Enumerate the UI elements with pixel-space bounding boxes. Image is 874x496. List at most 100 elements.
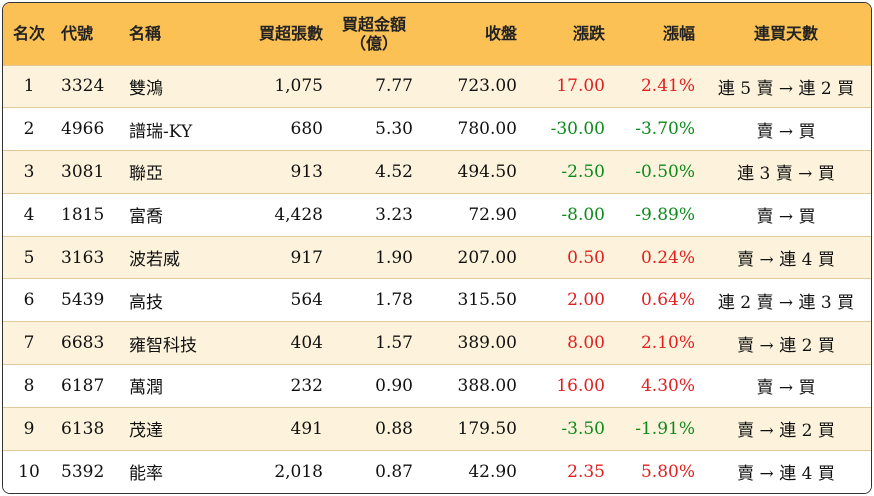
cell-rank: 1 bbox=[23, 76, 35, 97]
cell-days: 賣 → 買 bbox=[756, 207, 816, 228]
table-row: 4 1815 富喬 4,428 3.23 72.90 -8.00 -9.89% 賣 → 買 bbox=[3, 193, 871, 237]
cell-shares: 4,428 bbox=[274, 204, 323, 225]
cell-code: 6683 bbox=[61, 333, 105, 354]
table-row: 1 3324 雙鴻 1,075 7.77 723.00 17.00 2.41% 連 5 賣 → … bbox=[3, 65, 871, 108]
cell-name: 雍智科技 bbox=[129, 335, 197, 356]
cell-shares: 404 bbox=[290, 333, 323, 354]
header-change: 漲跌 bbox=[572, 24, 605, 44]
cell-pct: -1.91% bbox=[635, 418, 695, 439]
table-row: 6 5439 高技 564 1.78 315.50 2.00 0.64% 連 2 賣 → 連 3… bbox=[3, 278, 871, 322]
cell-name: 譜瑞-KY bbox=[129, 121, 193, 142]
cell-days: 賣 → 買 bbox=[756, 378, 816, 399]
cell-close: 389.00 bbox=[457, 333, 517, 354]
cell-code: 3163 bbox=[61, 247, 105, 268]
cell-amount: 1.90 bbox=[375, 247, 413, 268]
cell-name: 萬潤 bbox=[129, 378, 163, 399]
header-shares: 買超張數 bbox=[258, 24, 323, 44]
table-row: 5 3163 波若威 917 1.90 207.00 0.50 0.24% 賣 → 連 4 買 bbox=[3, 236, 871, 279]
cell-name: 波若威 bbox=[129, 250, 180, 271]
cell-pct: -3.70% bbox=[635, 119, 695, 140]
cell-shares: 232 bbox=[290, 375, 323, 396]
cell-rank: 6 bbox=[23, 290, 35, 311]
cell-pct: 4.30% bbox=[640, 375, 695, 396]
cell-change: 0.50 bbox=[567, 247, 605, 268]
cell-code: 3081 bbox=[61, 161, 105, 182]
cell-close: 388.00 bbox=[457, 375, 517, 396]
cell-close: 42.90 bbox=[468, 461, 517, 482]
header-pct: 漲幅 bbox=[662, 24, 695, 44]
cell-shares: 2,018 bbox=[274, 461, 323, 482]
cell-change: 2.35 bbox=[567, 461, 605, 482]
cell-close: 315.50 bbox=[457, 290, 517, 311]
cell-rank: 2 bbox=[23, 119, 35, 140]
cell-days: 連 5 賣 → 連 2 買 bbox=[717, 78, 855, 99]
cell-pct: 2.41% bbox=[640, 76, 695, 97]
table-row: 9 6138 茂達 491 0.88 179.50 -3.50 -1.91% 賣 → 連 2 買 bbox=[3, 407, 871, 451]
cell-pct: -0.50% bbox=[635, 161, 695, 182]
cell-change: 16.00 bbox=[556, 375, 605, 396]
cell-amount: 5.30 bbox=[375, 119, 413, 140]
cell-code: 4966 bbox=[61, 119, 105, 140]
cell-change: -2.50 bbox=[561, 161, 605, 182]
cell-change: 2.00 bbox=[567, 290, 605, 311]
cell-close: 179.50 bbox=[457, 418, 517, 439]
cell-code: 3324 bbox=[61, 76, 105, 97]
header-rank: 名次 bbox=[12, 24, 45, 44]
cell-days: 賣 → 連 2 買 bbox=[737, 421, 835, 442]
cell-change: -8.00 bbox=[561, 204, 605, 225]
cell-name: 富喬 bbox=[129, 207, 163, 228]
cell-pct: 5.80% bbox=[640, 461, 695, 482]
cell-rank: 3 bbox=[23, 161, 35, 182]
header-amount: 買超金額 （億） bbox=[329, 3, 419, 65]
cell-name: 能率 bbox=[129, 464, 163, 485]
cell-code: 6187 bbox=[61, 375, 105, 396]
cell-days: 連 3 賣 → 買 bbox=[737, 164, 835, 185]
cell-amount: 1.57 bbox=[375, 333, 413, 354]
cell-change: 17.00 bbox=[556, 76, 605, 97]
cell-shares: 917 bbox=[290, 247, 323, 268]
header-name: 名稱 bbox=[129, 24, 162, 44]
cell-amount: 0.88 bbox=[375, 418, 413, 439]
cell-shares: 491 bbox=[290, 418, 323, 439]
cell-days: 賣 → 連 4 買 bbox=[737, 464, 835, 485]
cell-pct: -9.89% bbox=[635, 204, 695, 225]
cell-amount: 4.52 bbox=[375, 161, 413, 182]
header-code: 代號 bbox=[61, 24, 94, 44]
cell-pct: 2.10% bbox=[640, 333, 695, 354]
cell-rank: 5 bbox=[23, 247, 35, 268]
cell-close: 494.50 bbox=[457, 161, 517, 182]
cell-rank: 10 bbox=[18, 461, 40, 482]
cell-amount: 0.87 bbox=[375, 461, 413, 482]
cell-amount: 1.78 bbox=[375, 290, 413, 311]
cell-rank: 7 bbox=[23, 333, 35, 354]
cell-code: 6138 bbox=[61, 418, 105, 439]
table-row: 8 6187 萬潤 232 0.90 388.00 16.00 4.30% 賣 → 買 bbox=[3, 364, 871, 408]
table-header-row: 名次 代號 名稱 買超張數 買超金額 （億） 收盤 漲跌 漲幅 連買天數 bbox=[3, 3, 871, 65]
cell-close: 780.00 bbox=[457, 119, 517, 140]
cell-name: 雙鴻 bbox=[129, 78, 163, 99]
cell-change: 8.00 bbox=[567, 333, 605, 354]
header-close: 收盤 bbox=[484, 24, 517, 44]
table-row: 10 5392 能率 2,018 0.87 42.90 2.35 5.80% 賣 → 連 4 買 bbox=[3, 450, 871, 493]
cell-days: 連 2 賣 → 連 3 買 bbox=[717, 292, 855, 313]
cell-amount: 0.90 bbox=[375, 375, 413, 396]
cell-amount: 7.77 bbox=[375, 76, 413, 97]
table-body: 1 3324 雙鴻 1,075 7.77 723.00 17.00 2.41% 連 5 賣 → … bbox=[3, 65, 871, 493]
cell-code: 5439 bbox=[61, 290, 105, 311]
cell-shares: 680 bbox=[290, 119, 323, 140]
table-row: 2 4966 譜瑞-KY 680 5.30 780.00 -30.00 -3.70% 賣 → 買 bbox=[3, 107, 871, 151]
cell-code: 1815 bbox=[61, 204, 105, 225]
cell-rank: 9 bbox=[23, 418, 35, 439]
cell-close: 723.00 bbox=[457, 76, 517, 97]
cell-rank: 8 bbox=[23, 375, 35, 396]
cell-amount: 3.23 bbox=[375, 204, 413, 225]
cell-shares: 913 bbox=[290, 161, 323, 182]
cell-name: 聯亞 bbox=[129, 164, 163, 185]
header-amount-line2: （億） bbox=[349, 33, 398, 53]
cell-days: 賣 → 連 4 買 bbox=[737, 250, 835, 271]
table-row: 7 6683 雍智科技 404 1.57 389.00 8.00 2.10% 賣 → 連 2 買 bbox=[3, 321, 871, 365]
net-buy-ranking-table: 名次 代號 名稱 買超張數 買超金額 （億） 收盤 漲跌 漲幅 連買天數 1 33… bbox=[3, 3, 871, 493]
cell-pct: 0.24% bbox=[640, 247, 695, 268]
cell-shares: 1,075 bbox=[274, 76, 323, 97]
